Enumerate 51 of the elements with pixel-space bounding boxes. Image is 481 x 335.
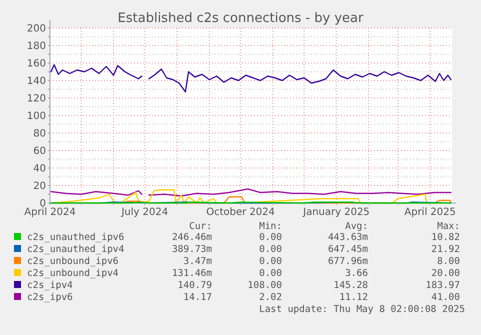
y-tick-label: 180 [26, 41, 46, 52]
text: 0.00 [259, 256, 282, 267]
x-tick-label: April 2024 [24, 207, 76, 218]
text: 3.66 [345, 268, 368, 279]
y-tick-label: 160 [26, 58, 46, 70]
y-tick-label: 60 [33, 146, 46, 157]
text: 21.92 [431, 244, 460, 255]
text: 8.00 [437, 256, 460, 267]
text: Cur: [189, 221, 212, 232]
text: 246.46m [172, 232, 212, 243]
text: Max: [437, 221, 460, 232]
text: 0.00 [259, 244, 282, 255]
text: 140.79 [178, 280, 212, 291]
text: 108.00 [248, 280, 282, 291]
text: 0.00 [259, 268, 282, 279]
text: Last update: Thu May 8 02:00:08 2025 [259, 304, 465, 315]
x-tick-label: January 2025 [302, 207, 370, 218]
text: 131.46m [172, 268, 212, 279]
legend-label: c2s_unbound_ipv4 [27, 268, 119, 279]
text: 14.17 [183, 292, 212, 303]
text: 20.00 [431, 268, 460, 279]
legend-label: c2s_unauthed_ipv6 [27, 232, 125, 243]
text: 145.28 [334, 280, 368, 291]
text: Avg: [345, 221, 368, 232]
y-tick-label: 120 [26, 94, 46, 104]
y-tick-label: 200 [26, 24, 46, 34]
y-tick-label: 80 [33, 128, 46, 140]
y-tick-label: 140 [26, 76, 46, 87]
text: 3.47m [183, 256, 212, 267]
text: 0.00 [259, 232, 282, 243]
legend-label: c2s_ipv6 [27, 292, 74, 303]
x-tick-label: October 2024 [206, 207, 275, 218]
x-tick-label: July 2024 [120, 207, 168, 218]
text: 389.73m [172, 244, 212, 255]
x-tick-label: April 2025 [404, 207, 456, 218]
text: 41.00 [431, 292, 460, 303]
y-tick-label: 40 [33, 164, 46, 174]
text: 647.45m [328, 244, 368, 255]
y-tick-label: 20 [33, 181, 46, 192]
text: 11.12 [339, 292, 368, 303]
text: 443.63m [328, 232, 368, 243]
chart-title: Established c2s connections - by year [118, 11, 364, 26]
text: Min: [259, 221, 282, 232]
text: 183.97 [426, 280, 460, 291]
legend-label: c2s_ipv4 [27, 280, 74, 291]
text: 10.82 [431, 232, 460, 243]
legend-label: c2s_unauthed_ipv4 [27, 244, 125, 255]
text: 677.96m [328, 256, 368, 267]
y-tick-label: 100 [26, 111, 46, 122]
legend-label: c2s_unbound_ipv6 [27, 256, 119, 267]
text: 2.02 [259, 292, 282, 303]
